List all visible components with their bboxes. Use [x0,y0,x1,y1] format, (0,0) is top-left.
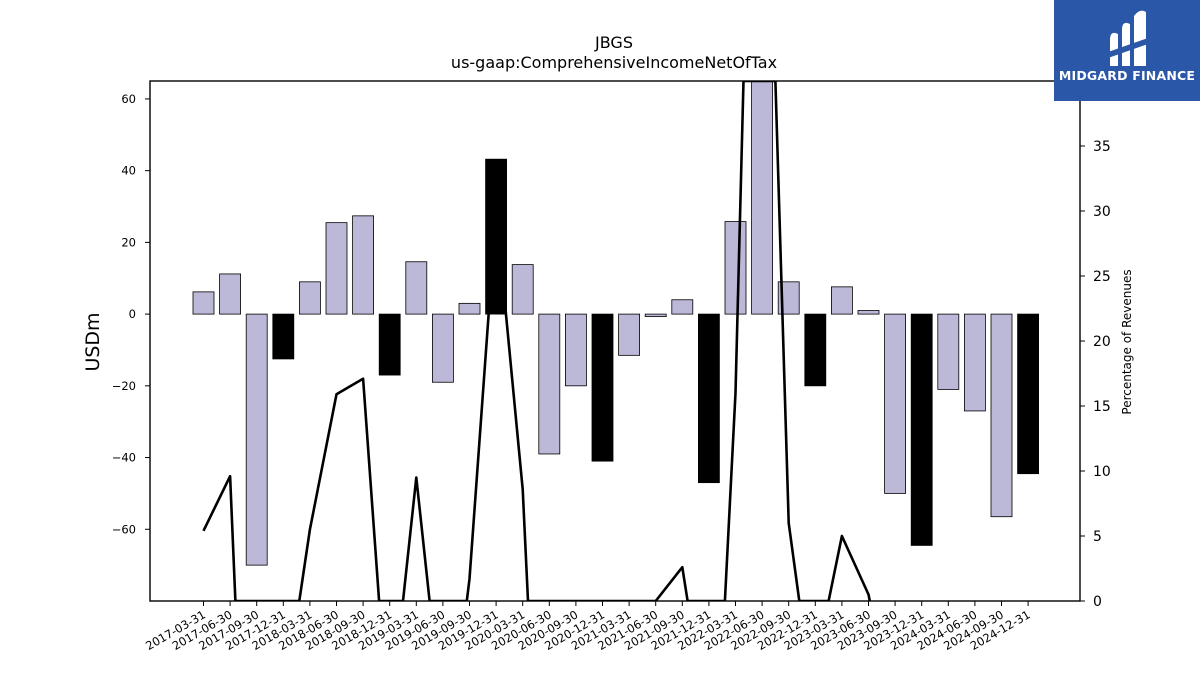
bar-2018-06-30 [325,222,348,315]
y2-tick-label: 10 [1093,464,1111,480]
bar-2022-12-31 [804,313,827,387]
y-tick-label: 0 [129,307,136,321]
bar-2020-06-30 [538,313,561,455]
bar-2023-06-30 [857,310,880,315]
percentage-line [202,81,872,601]
bar-2022-03-31 [724,221,747,315]
bar-2023-09-30 [884,313,906,494]
bar-2020-03-31 [511,264,534,315]
bar-2021-12-31 [698,313,720,484]
y2-tick-label: 30 [1093,204,1111,220]
y2-tick-label: 25 [1093,269,1111,285]
bar-2024-12-31 [1017,313,1039,475]
chart-subtitle: us-gaap:ComprehensiveIncomeNetOfTax [451,53,777,72]
y2-tick-label: 0 [1093,594,1102,610]
logo-badge: MIDGARD FINANCE [1054,0,1200,101]
bar-2020-12-31 [591,313,614,462]
bar-2017-12-31 [272,313,295,360]
bar-2021-09-30 [671,299,694,315]
y-tick-label: 40 [121,164,136,178]
y2-tick-label: 20 [1093,334,1111,350]
bar-2019-09-30 [458,302,481,315]
y2-tick-label: 15 [1093,399,1111,415]
line-group [202,81,872,601]
bar-2019-03-31 [405,261,428,315]
bar-2023-12-31 [910,313,933,546]
chart-title: JBGS [594,33,633,52]
bar-2018-12-31 [378,313,401,376]
y-tick-label: −40 [112,451,136,465]
bar-2019-06-30 [431,313,454,383]
bar-2021-03-31 [618,313,640,356]
logo-mark-icon [1108,10,1148,66]
y-axis-label: USDm [82,312,104,371]
y-tick-label: 60 [121,92,136,106]
bars-group [192,81,1039,566]
bar-2017-06-30 [219,273,242,315]
y2-tick-label: 35 [1093,139,1111,155]
bar-2021-06-30 [644,313,667,318]
bar-2017-09-30 [245,313,268,566]
bar-2018-03-31 [298,281,321,315]
bar-2017-03-31 [192,291,215,315]
bar-2024-03-31 [937,313,960,390]
bar-2023-03-31 [831,286,853,315]
bar-2024-09-30 [990,313,1013,518]
y-tick-label: 20 [121,235,136,249]
bar-2024-06-30 [964,313,986,412]
y-tick-label: −20 [112,379,136,393]
bar-2020-09-30 [565,313,587,387]
logo-text: MIDGARD FINANCE [1058,68,1196,83]
y2-axis-label: Percentage of Revenues [1120,269,1134,414]
bar-2022-06-30 [751,81,773,315]
bar-2018-09-30 [352,215,375,315]
y-tick-label: −60 [112,522,136,536]
y2-tick-label: 5 [1093,529,1102,545]
